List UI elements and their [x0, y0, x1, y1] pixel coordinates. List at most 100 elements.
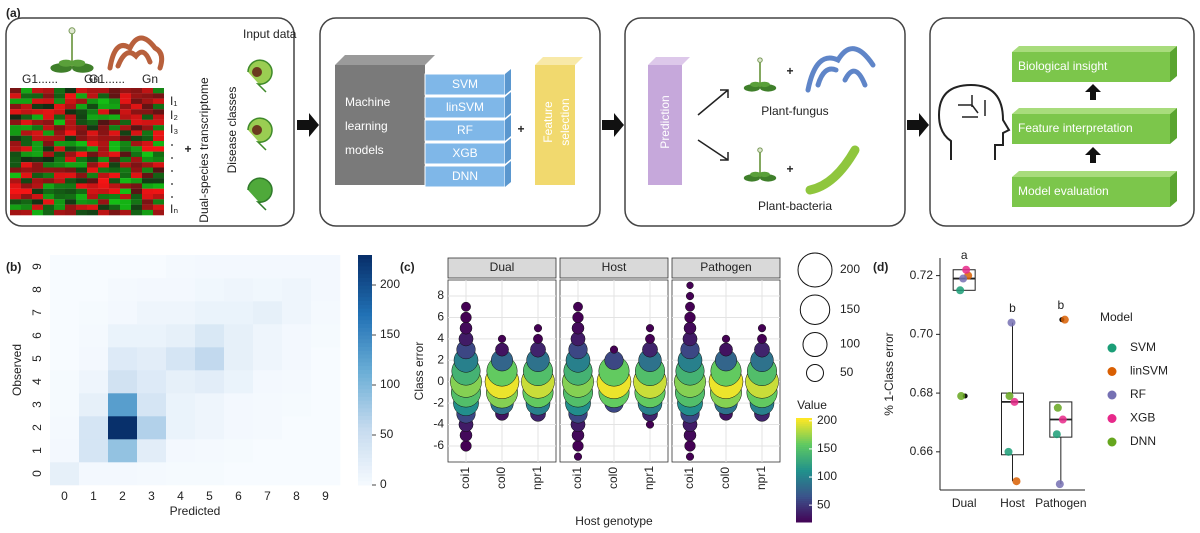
colorbar-step	[358, 262, 372, 267]
dot	[171, 157, 173, 159]
colorbar-step	[358, 327, 372, 333]
plus: +	[786, 162, 793, 176]
colorbar-step	[796, 428, 812, 431]
prediction-block	[648, 65, 682, 185]
colorbar-step	[358, 320, 372, 325]
outcome-label: Plant-fungus	[761, 104, 828, 118]
expression-cell	[120, 146, 131, 152]
plant-leaf	[70, 59, 86, 67]
expression-cell	[32, 178, 43, 184]
expression-cell	[76, 209, 87, 216]
dot	[171, 183, 173, 185]
outcome-label: Plant-bacteria	[758, 199, 832, 213]
expression-cell	[43, 119, 54, 126]
expression-cell	[43, 156, 54, 163]
colorbar-step	[358, 339, 372, 344]
colorbar-step	[358, 442, 372, 448]
gene-label: Gn	[142, 72, 158, 86]
heat-cell	[166, 255, 196, 279]
expression-cell	[120, 88, 131, 94]
x-tick-label: 1	[90, 489, 97, 503]
expression-cell	[65, 93, 76, 99]
expression-cell	[109, 130, 120, 136]
step-top	[1012, 46, 1177, 52]
expression-cell	[109, 141, 120, 147]
colorbar-step	[358, 431, 372, 436]
heat-cell	[50, 347, 80, 371]
expression-cell	[131, 146, 142, 152]
expression-cell	[153, 204, 164, 210]
expression-cell	[10, 93, 21, 99]
expression-cell	[153, 156, 164, 163]
expression-cell	[131, 151, 142, 157]
expression-cell	[142, 125, 153, 131]
heat-cell	[137, 255, 167, 279]
bubble	[683, 321, 697, 335]
heat-cell	[108, 347, 138, 371]
expression-cell	[54, 156, 65, 163]
facet-strip	[447, 257, 557, 279]
y-tick-label: 0	[30, 470, 44, 477]
colorbar-step	[358, 366, 372, 371]
colorbar-step	[796, 505, 812, 508]
expression-cell	[76, 194, 87, 200]
colorbar-step	[796, 488, 812, 492]
expression-cell	[32, 93, 43, 99]
colorbar-step	[796, 442, 812, 446]
expression-cell	[21, 130, 32, 136]
heat-cell	[224, 439, 254, 463]
expression-cell	[98, 151, 109, 157]
expression-cell	[98, 199, 109, 205]
y-tick-label: 7	[30, 309, 44, 316]
expression-cell	[142, 172, 153, 179]
expression-cell	[142, 188, 153, 195]
facet-label: Dual	[490, 260, 515, 274]
heat-cell	[166, 347, 196, 371]
point	[1007, 318, 1016, 327]
expression-cell	[10, 141, 21, 147]
expression-cell	[54, 141, 65, 147]
expression-cell	[65, 183, 76, 189]
expression-cell	[65, 114, 76, 120]
expression-cell	[87, 151, 98, 157]
expression-cell	[10, 167, 21, 173]
x-axis-label: Predicted	[170, 504, 221, 518]
expression-cell	[21, 125, 32, 131]
heat-cell	[50, 278, 80, 302]
heat-cell	[311, 301, 341, 325]
colorbar-step	[358, 331, 372, 336]
colorbar-label: 0	[380, 477, 387, 491]
colorbar-step	[358, 308, 372, 313]
expression-cell	[109, 162, 120, 168]
expression-cell	[21, 146, 32, 152]
expression-cell	[87, 183, 98, 189]
expression-cell	[54, 183, 65, 189]
heat-cell	[108, 462, 138, 486]
x-tick-label: npr1	[642, 466, 656, 490]
colorbar-step	[358, 439, 372, 444]
expression-cell	[10, 109, 21, 115]
colorbar-step	[358, 370, 372, 375]
colorbar-step	[796, 476, 812, 479]
expression-cell	[142, 146, 153, 152]
feature-block	[535, 65, 575, 185]
colorbar-step	[358, 416, 372, 421]
expression-cell	[76, 188, 87, 195]
model-side	[505, 92, 511, 118]
colorbar-step	[358, 427, 372, 432]
step-top	[1012, 108, 1177, 114]
expression-cell	[21, 209, 32, 216]
colorbar-step	[358, 373, 372, 379]
expression-cell	[32, 183, 43, 189]
expression-cell	[65, 119, 76, 126]
expression-cell	[109, 178, 120, 184]
x-tick-label: 3	[148, 489, 155, 503]
expression-cell	[87, 103, 98, 110]
bubble	[530, 341, 546, 358]
colorbar-label: 100	[380, 377, 400, 391]
expression-cell	[65, 141, 76, 147]
bubble	[685, 292, 695, 301]
expression-cell	[10, 188, 21, 195]
expression-cell	[43, 151, 54, 157]
heat-cell	[195, 255, 225, 279]
